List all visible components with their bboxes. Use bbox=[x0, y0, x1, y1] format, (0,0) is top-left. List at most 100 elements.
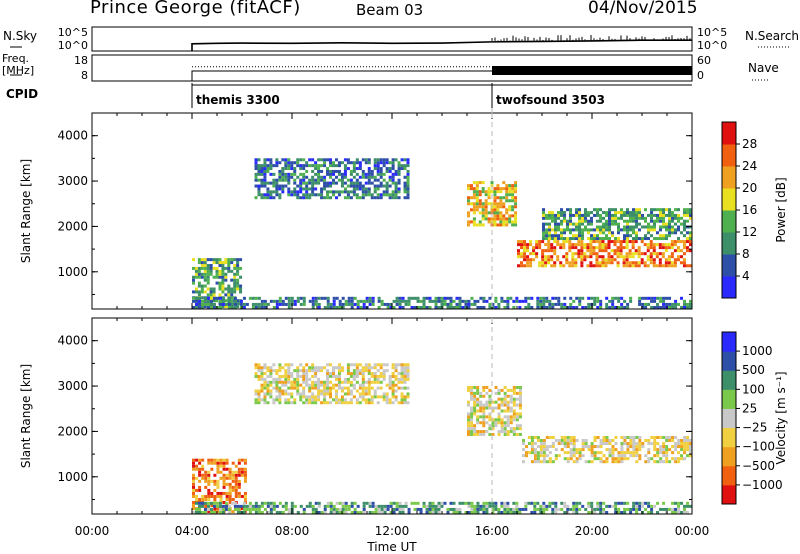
data-cell bbox=[632, 435, 636, 439]
data-cell bbox=[523, 258, 527, 262]
data-cell bbox=[620, 445, 624, 449]
data-cell bbox=[257, 401, 261, 405]
data-cell bbox=[668, 439, 672, 443]
data-cell bbox=[580, 261, 584, 265]
data-cell bbox=[275, 193, 279, 197]
data-cell bbox=[485, 507, 489, 511]
data-cell bbox=[467, 385, 470, 389]
data-cell bbox=[554, 511, 558, 514]
data-cell bbox=[346, 196, 350, 200]
data-cell bbox=[605, 213, 608, 217]
data-cell bbox=[596, 208, 599, 212]
data-cell bbox=[473, 400, 477, 404]
data-cell bbox=[284, 504, 288, 508]
data-cell bbox=[512, 403, 516, 407]
data-cell bbox=[533, 501, 537, 505]
data-cell bbox=[625, 246, 629, 250]
data-cell bbox=[437, 296, 441, 300]
data-cell bbox=[683, 302, 687, 306]
data-cell bbox=[431, 511, 435, 514]
data-cell bbox=[352, 377, 356, 381]
data-cell bbox=[311, 386, 315, 390]
data-cell bbox=[233, 306, 237, 309]
data-cell bbox=[287, 181, 291, 185]
data-cell bbox=[547, 249, 551, 253]
data-cell bbox=[340, 178, 344, 182]
data-cell bbox=[563, 219, 566, 223]
data-cell bbox=[346, 389, 350, 393]
data-cell bbox=[605, 460, 609, 464]
data-cell bbox=[569, 219, 572, 223]
data-cell bbox=[260, 299, 264, 303]
data-cell bbox=[392, 306, 396, 309]
data-cell bbox=[320, 158, 324, 162]
data-cell bbox=[587, 460, 591, 464]
data-cell bbox=[659, 460, 663, 464]
data-cell bbox=[373, 389, 377, 393]
data-cell bbox=[355, 366, 359, 370]
data-cell bbox=[281, 178, 285, 182]
data-cell bbox=[539, 460, 543, 464]
data-cell bbox=[553, 246, 557, 250]
data-cell bbox=[581, 216, 584, 220]
data-cell bbox=[503, 391, 507, 395]
data-cell bbox=[475, 205, 479, 209]
data-cell bbox=[373, 164, 377, 168]
data-cell bbox=[394, 398, 398, 402]
data-cell bbox=[497, 412, 501, 416]
data-cell bbox=[566, 435, 570, 439]
data-cell bbox=[593, 454, 597, 458]
data-cell bbox=[676, 246, 680, 250]
data-cell bbox=[661, 255, 665, 259]
data-cell bbox=[361, 377, 365, 381]
data-cell bbox=[388, 398, 392, 402]
data-cell bbox=[350, 296, 354, 300]
data-cell bbox=[194, 511, 198, 514]
data-cell bbox=[305, 161, 309, 165]
data-cell bbox=[401, 511, 405, 514]
data-cell bbox=[548, 299, 552, 303]
data-cell bbox=[296, 196, 300, 200]
data-cell bbox=[197, 306, 201, 309]
data-cell bbox=[581, 296, 585, 300]
data-cell bbox=[484, 202, 488, 206]
data-cell bbox=[596, 219, 599, 223]
data-cell bbox=[428, 507, 432, 511]
data-cell bbox=[332, 190, 335, 194]
data-cell bbox=[476, 432, 480, 436]
data-cell bbox=[487, 202, 491, 206]
data-cell bbox=[299, 374, 303, 378]
data-cell bbox=[541, 258, 545, 262]
data-cell bbox=[611, 448, 615, 452]
data-cell bbox=[382, 372, 386, 376]
data-cell bbox=[293, 190, 297, 194]
data-cell bbox=[302, 181, 306, 185]
data-cell bbox=[376, 178, 380, 182]
data-cell bbox=[388, 178, 392, 182]
data-cell bbox=[611, 222, 614, 226]
data-cell bbox=[611, 454, 615, 458]
data-cell bbox=[484, 217, 488, 221]
data-cell bbox=[542, 501, 546, 505]
data-cell bbox=[689, 234, 692, 238]
data-cell bbox=[475, 208, 479, 212]
data-cell bbox=[194, 507, 198, 511]
data-cell bbox=[398, 302, 402, 306]
data-cell bbox=[400, 363, 404, 367]
data-cell bbox=[428, 501, 432, 505]
data-cell bbox=[461, 299, 465, 303]
data-cell bbox=[623, 507, 627, 511]
data-cell bbox=[263, 380, 267, 384]
data-cell bbox=[305, 401, 309, 405]
data-cell bbox=[236, 284, 240, 288]
data-cell bbox=[512, 418, 516, 422]
data-cell bbox=[500, 296, 504, 300]
data-cell bbox=[254, 389, 258, 393]
data-cell bbox=[299, 178, 303, 182]
data-cell bbox=[362, 501, 366, 505]
data-cell bbox=[478, 202, 482, 206]
data-cell bbox=[308, 196, 312, 200]
data-cell bbox=[509, 418, 513, 422]
data-cell bbox=[299, 363, 303, 367]
data-cell bbox=[334, 377, 338, 381]
